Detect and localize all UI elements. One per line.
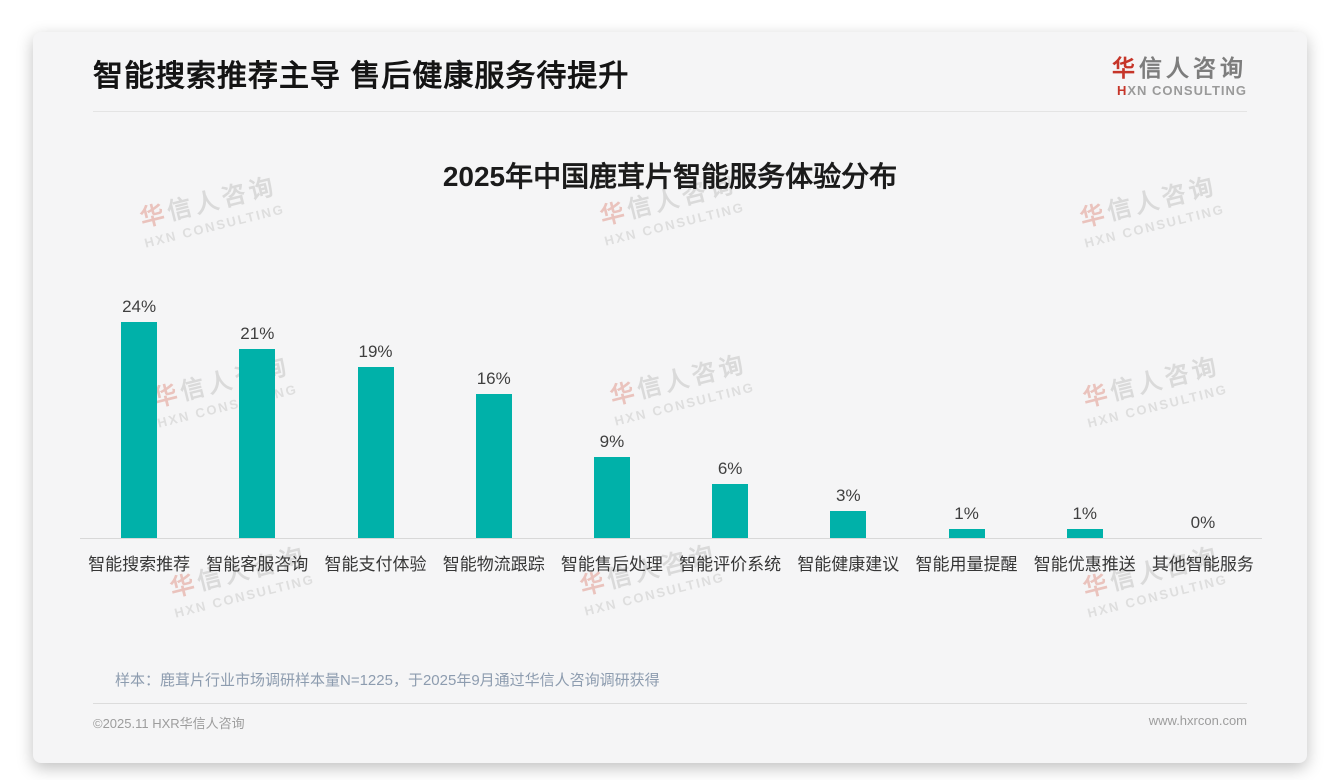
bar [475,393,512,538]
bar-column: 21% [198,324,316,538]
category-label: 智能用量提醒 [915,554,1018,574]
category-label: 智能支付体验 [324,554,427,574]
category-label: 其他智能服务 [1151,554,1254,574]
bar [948,528,985,538]
chart-title: 2025年中国鹿茸片智能服务体验分布 [442,160,898,192]
bar [239,348,276,538]
copyright-text: ©2025.11 HXR华信人咨询 [93,715,245,731]
bar-value-label: 0% [1190,512,1216,532]
header: 智能搜索推荐主导 售后健康服务待提升 华信人咨询 HXN CONSULTING [93,55,1247,112]
category-label: 智能评价系统 [679,554,782,574]
bar [830,510,867,538]
bar-value-label: 1% [954,503,979,523]
sample-note: 样本：鹿茸片行业市场调研样本量N=1225，于2025年9月通过华信人咨询调研获… [115,671,660,689]
bar-column: 3% [789,486,907,538]
logo-cn-rest: 信人咨询 [1139,55,1247,81]
company-logo: 华信人咨询 HXN CONSULTING [1112,55,1247,99]
category-label: 智能客服咨询 [206,554,309,574]
bar-value-label: 16% [476,368,511,388]
bar-value-label: 1% [1072,503,1098,523]
category-label: 智能健康建议 [797,554,900,574]
bar-column: 1% [907,504,1025,538]
category-axis: 智能搜索推荐 智能客服咨询 智能支付体验 智能物流跟踪 智能售后处理 智能评价系统 智能健康… [80,539,1262,576]
bar-chart: 24% 21% 19% 16% 9% 6% 3% 1% 1% 0% 智能搜索推荐 智能客服咨询 智能支… [80,292,1262,576]
bar-column: 6% [671,459,789,538]
bar-value-label: 21% [240,323,275,343]
bar-value-label: 3% [836,485,861,505]
bar-column: 0% [1144,513,1262,538]
website-url: www.hxrcon.com [1148,712,1247,728]
bars-area: 24% 21% 19% 16% 9% 6% 3% 1% 1% 0% [80,292,1262,539]
logo-cn-text: 华信人咨询 [1112,55,1247,81]
category-label: 智能优惠推送 [1033,554,1136,574]
bar [712,483,749,538]
logo-en-rest: XN CONSULTING [1127,83,1247,99]
bar-column: 24% [80,297,198,538]
logo-en-text: HXN CONSULTING [1112,84,1247,98]
bar-value-label: 6% [717,458,743,478]
bar-column: 9% [553,432,671,538]
slide-card: 华信人咨询 HXN CONSULTING 华信人咨询 HXN CONSULTING 华信… [33,32,1307,763]
bar-column: 19% [316,342,434,538]
page-title: 智能搜索推荐主导 售后健康服务待提升 [93,60,630,94]
category-label: 智能物流跟踪 [442,554,545,574]
bar [593,456,630,538]
category-label: 智能搜索推荐 [88,554,191,574]
bar-value-label: 9% [599,431,625,451]
footer: ©2025.11 HXR华信人咨询 www.hxrcon.com [93,704,1247,732]
bar-column: 1% [1026,504,1144,538]
bar [1066,528,1103,538]
footer-divider [93,702,1247,704]
bar [121,321,158,538]
bar [357,366,394,538]
category-label: 智能售后处理 [560,554,663,574]
logo-cn-first: 华 [1112,55,1139,81]
bar-column: 16% [435,369,553,538]
bar-value-label: 19% [358,341,393,361]
bar-value-label: 24% [122,296,157,316]
logo-en-first: H [1116,83,1128,99]
